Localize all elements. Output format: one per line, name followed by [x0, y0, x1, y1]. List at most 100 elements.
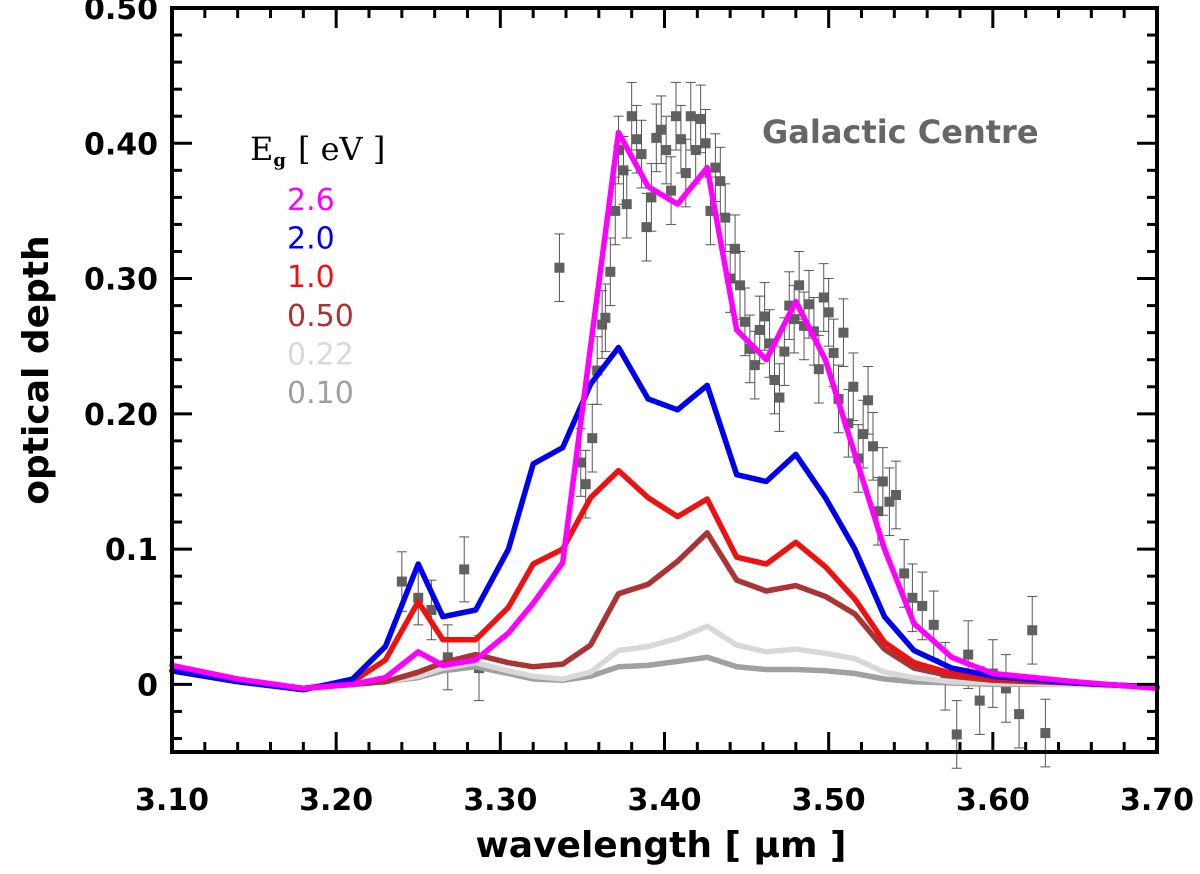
data-point: [680, 168, 691, 179]
legend-entry: 0.10: [287, 376, 354, 411]
data-point: [715, 176, 726, 187]
legend-entry: 1.0: [287, 260, 335, 295]
data-point: [413, 592, 424, 603]
data-point: [907, 592, 918, 603]
data-point: [813, 364, 824, 375]
data-point: [592, 365, 603, 376]
legend-title-subscript: g: [273, 150, 286, 171]
legend: Eg [ eV ] 2.6 2.01.0 0.500.22 0.10: [250, 130, 385, 411]
data-point: [670, 111, 681, 122]
data-point: [890, 489, 901, 500]
legend-title-unit: [ eV ]: [298, 130, 385, 168]
data-point: [843, 418, 854, 429]
series-line-2_0: [169, 344, 1160, 693]
x-tick-label: 3.60: [956, 783, 1030, 818]
data-point: [917, 600, 928, 611]
data-point: [1040, 728, 1051, 739]
data-point: [848, 381, 859, 392]
data-point: [838, 327, 849, 338]
data-point: [587, 433, 598, 444]
data-point: [646, 192, 657, 203]
y-tick-label: 0.50: [84, 0, 158, 27]
data-point: [554, 262, 565, 273]
y-tick-label: 0: [137, 668, 158, 703]
series-line-0_50: [169, 530, 1160, 692]
data-point: [764, 338, 775, 349]
x-tick-label: 3.70: [1120, 783, 1194, 818]
data-point: [1000, 683, 1011, 694]
data-point: [600, 312, 611, 323]
x-axis-title: wavelength [ μm ]: [476, 825, 847, 866]
data-point: [705, 205, 716, 216]
data-point: [1027, 625, 1038, 636]
legend-title: Eg [ eV ]: [250, 130, 385, 171]
data-point: [779, 346, 790, 357]
data-point: [1014, 709, 1025, 720]
data-point: [656, 124, 667, 135]
y-tick-label: 0.30: [84, 263, 158, 298]
data-point: [739, 316, 750, 327]
data-point: [867, 441, 878, 452]
data-point: [621, 199, 632, 210]
data-point: [666, 185, 677, 196]
data-point: [735, 280, 746, 291]
legend-entry: 0.50: [287, 299, 354, 334]
data-point: [725, 273, 736, 284]
legend-entry: 0.22: [287, 337, 354, 372]
y-tick-label: 0.40: [84, 127, 158, 162]
y-tick-label: 0.1: [105, 533, 158, 568]
data-point: [828, 347, 839, 358]
data-point: [963, 649, 974, 660]
data-point: [695, 113, 706, 124]
data-point: [636, 149, 647, 160]
data-point: [759, 311, 770, 322]
annotation-galactic-centre: Galactic Centre: [762, 113, 1039, 151]
axes: 3.10 3.20 3.30 3.40 3.50 3.60 3.70 0 0.1 0.20 0.30…: [84, 0, 1194, 818]
data-point: [575, 457, 586, 468]
data-point: [799, 320, 810, 331]
data-point: [459, 564, 470, 575]
data-point: [774, 392, 785, 403]
data-point: [396, 576, 407, 587]
x-tick-label: 3.20: [299, 783, 373, 818]
data-point: [884, 496, 895, 507]
legend-entries: 2.6 2.01.0 0.500.22 0.10: [287, 183, 354, 411]
legend-entry: 2.6: [287, 183, 335, 218]
data-point: [610, 205, 621, 216]
data-point: [823, 307, 834, 318]
data-point: [877, 476, 888, 487]
data-point: [710, 162, 721, 173]
data-point: [872, 506, 883, 517]
x-tick-label: 3.10: [135, 783, 209, 818]
data-point: [626, 111, 637, 122]
y-axis-title: optical depth: [16, 235, 57, 504]
x-tick-label: 3.40: [627, 783, 701, 818]
x-tick-label: 3.30: [463, 783, 537, 818]
data-point: [951, 729, 962, 740]
x-tick-label: 3.50: [792, 783, 866, 818]
data-point: [744, 343, 755, 354]
data-point: [641, 222, 652, 233]
data-point: [631, 134, 642, 145]
data-point: [580, 479, 591, 490]
data-point: [730, 243, 741, 254]
data-point: [974, 695, 985, 706]
legend-entry: 2.0: [287, 222, 335, 257]
series-line-1_0: [169, 467, 1160, 692]
data-point: [720, 212, 731, 223]
data-point: [597, 319, 608, 330]
data-point: [803, 299, 814, 310]
data-point: [690, 145, 701, 156]
data-point: [794, 280, 805, 291]
y-tick-label: 0.20: [84, 398, 158, 433]
data-point: [784, 300, 795, 311]
data-point: [863, 395, 874, 406]
data-point: [749, 360, 760, 371]
data-point: [700, 138, 711, 149]
data-point: [754, 324, 765, 335]
data-point: [651, 132, 662, 143]
data-point: [899, 568, 910, 579]
series-layer: [169, 129, 1160, 693]
